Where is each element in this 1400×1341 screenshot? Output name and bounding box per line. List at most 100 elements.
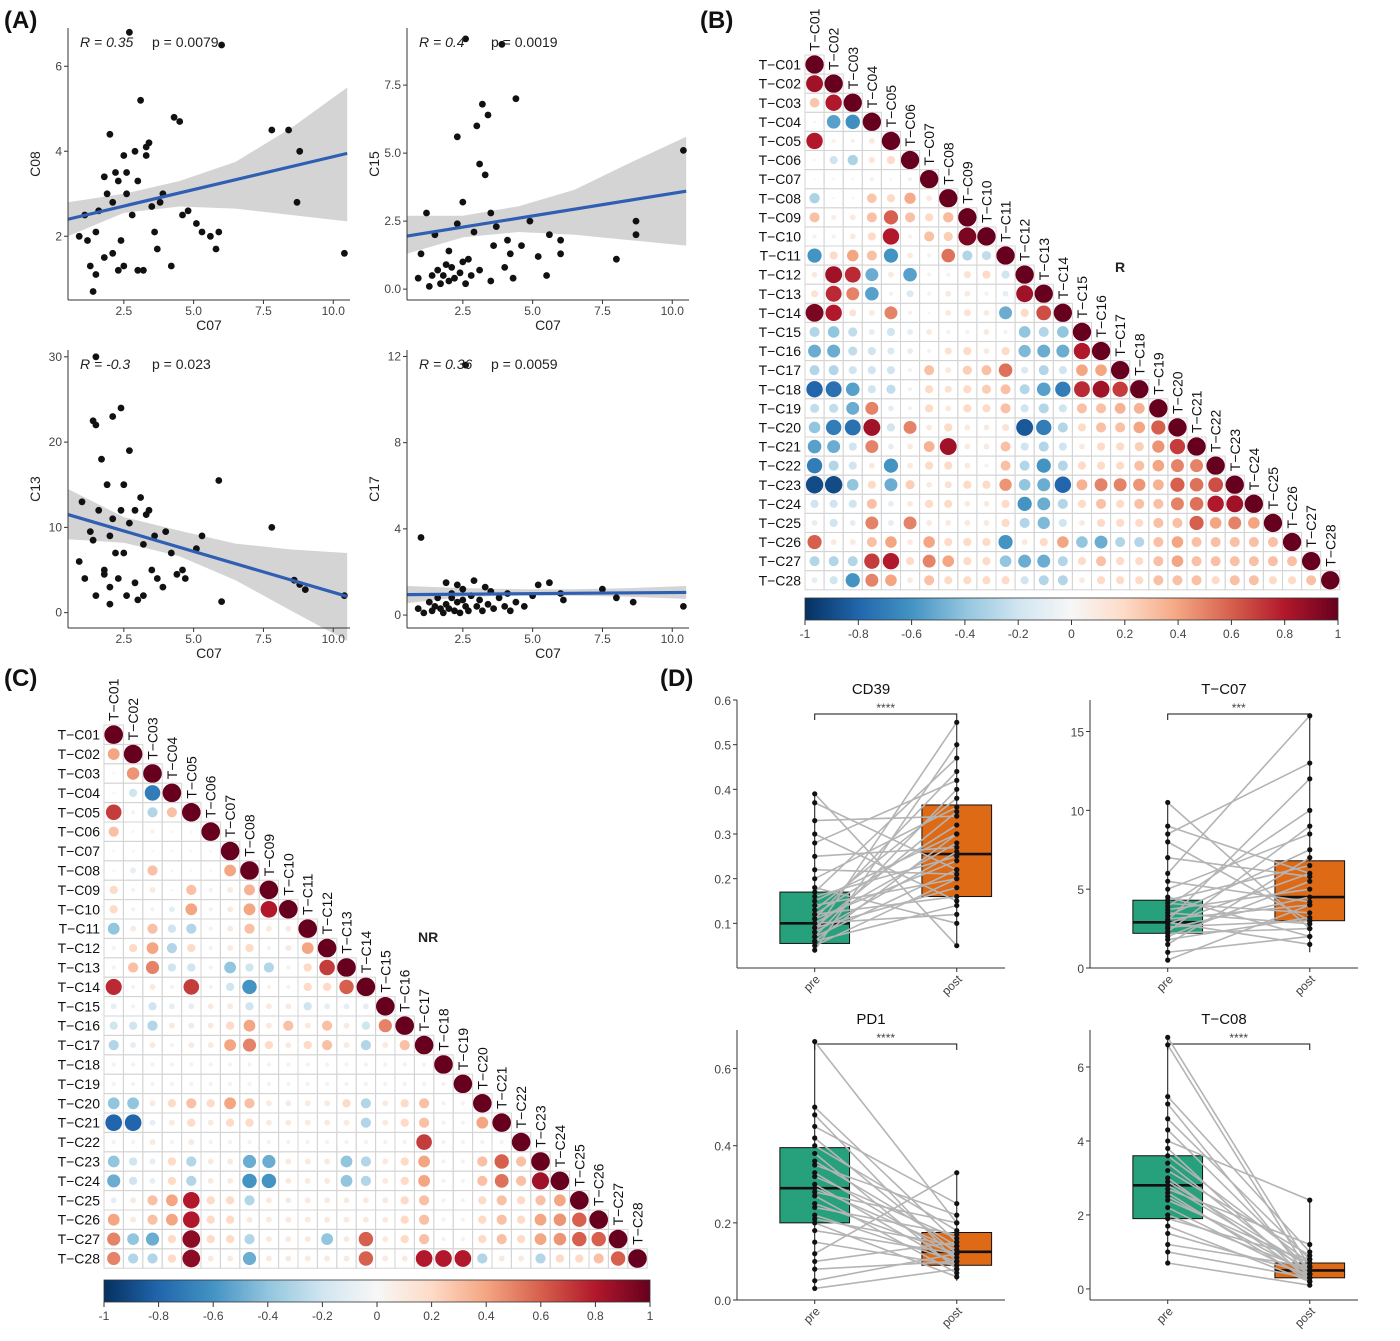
row-label: T−C11: [760, 248, 802, 264]
correlation-circle: [907, 462, 913, 469]
correlation-circle: [830, 539, 837, 545]
correlation-circle: [883, 458, 899, 473]
correlation-circle: [496, 1214, 507, 1225]
y-tick-label: 10: [49, 520, 63, 534]
correlation-circle: [207, 1003, 214, 1010]
scatter-point: [145, 506, 153, 514]
scatter-point: [425, 283, 433, 290]
data-point-post: [1307, 918, 1313, 924]
correlation-circle: [263, 962, 274, 973]
correlation-circle: [1076, 536, 1088, 548]
panel-title: PD1: [856, 1011, 885, 1028]
matrix-grid: [804, 54, 1341, 591]
scatter-point: [75, 558, 83, 565]
row-label: T−C02: [759, 76, 802, 92]
correlation-circle: [944, 385, 952, 393]
scatter-point: [632, 231, 640, 239]
correlation-circle: [167, 1176, 177, 1186]
correlation-circle: [187, 963, 196, 972]
row-label: T−C19: [58, 1076, 101, 1092]
correlation-circle: [1092, 380, 1110, 398]
scatter-point: [173, 570, 181, 578]
correlation-circle: [247, 1081, 252, 1086]
correlation-circle: [285, 1042, 292, 1049]
row-label: T−C15: [58, 998, 101, 1014]
scatter-point: [423, 209, 430, 217]
column-label: T−C27: [610, 1183, 626, 1226]
column-label: T−C04: [864, 66, 880, 109]
correlation-circle: [846, 478, 859, 491]
correlation-circle: [224, 961, 236, 974]
correlation-circle: [496, 1195, 507, 1206]
p-value-label: p = 0.0059: [491, 356, 558, 372]
y-tick-label: 0.6: [714, 1063, 731, 1077]
paired-line: [814, 886, 957, 925]
paired-line: [814, 1222, 958, 1278]
y-tick-label: 2: [1077, 1209, 1084, 1223]
correlation-circle: [1096, 403, 1107, 414]
data-point-pre: [1165, 1241, 1171, 1248]
correlation-circle: [247, 1062, 252, 1067]
scatter-point: [476, 596, 483, 604]
data-point-post: [954, 1274, 960, 1280]
correlation-circle: [1057, 422, 1068, 433]
correlation-circle: [499, 1140, 504, 1145]
y-tick-label: 15: [1071, 726, 1085, 740]
correlation-circle: [209, 869, 213, 872]
scatter-point: [137, 96, 145, 104]
correlation-circle: [1055, 381, 1071, 397]
row-label: T−C21: [58, 1115, 101, 1131]
correlation-r-label: R = 0.35: [80, 34, 134, 50]
scatter-point: [92, 271, 100, 278]
correlation-circle: [848, 346, 858, 356]
correlation-circle: [983, 424, 990, 431]
scatter-point: [506, 607, 514, 615]
data-point-post: [954, 795, 960, 801]
correlation-circle: [884, 306, 898, 320]
correlation-circle: [343, 1255, 350, 1262]
scatter-point: [268, 126, 276, 134]
correlation-circle: [927, 349, 932, 354]
panel-b-corr-matrix: T−C01T−C01T−C02T−C02T−C03T−C03T−C04T−C04…: [759, 8, 1342, 641]
significance-bracket: [814, 713, 958, 720]
correlation-circle: [1038, 575, 1049, 586]
correlation-circle: [378, 1019, 392, 1033]
y-tick-label: 10: [1071, 804, 1085, 818]
paired-line: [814, 1252, 957, 1282]
colorbar-tick-label: -0.8: [148, 1309, 169, 1323]
significance-stars: ****: [876, 1031, 895, 1045]
column-label: T−C23: [533, 1105, 549, 1148]
correlation-circle: [477, 1253, 488, 1264]
correlation-circle: [1096, 576, 1106, 585]
correlation-circle: [1016, 285, 1034, 303]
column-label: T−C23: [1227, 429, 1243, 472]
paired-line: [814, 1145, 958, 1232]
y-tick-label: 5.0: [384, 146, 401, 160]
data-point-post: [1307, 1275, 1313, 1281]
correlation-circle: [105, 1114, 123, 1132]
correlation-circle: [809, 556, 820, 567]
correlation-circle: [227, 1003, 234, 1010]
data-point-post: [954, 902, 960, 909]
correlation-circle: [189, 869, 193, 872]
correlation-circle: [130, 1216, 137, 1223]
p-value-label: p = 0.023: [152, 356, 211, 372]
boxplot-panel-1: CD39 **** 0.1 0.2 0.3 0.4 0.5 0.6 pre post: [714, 681, 1005, 998]
correlation-circle: [400, 1176, 409, 1186]
correlation-circle: [434, 1055, 453, 1074]
scatter-point: [109, 249, 117, 257]
scatter-point: [470, 228, 478, 236]
correlation-circle: [849, 309, 857, 317]
scatter-point: [128, 211, 136, 219]
correlation-circle: [999, 555, 1012, 567]
data-point-pre: [812, 1189, 818, 1195]
scatter-point: [148, 566, 156, 574]
correlation-circle: [628, 1249, 647, 1268]
data-point-post: [954, 813, 960, 819]
data-point-post: [954, 1212, 960, 1218]
column-label: T−C21: [494, 1066, 510, 1109]
column-label: T−C26: [1284, 486, 1300, 529]
correlation-circle: [131, 810, 136, 815]
correlation-circle: [1228, 516, 1242, 530]
correlation-circle: [1019, 517, 1030, 528]
